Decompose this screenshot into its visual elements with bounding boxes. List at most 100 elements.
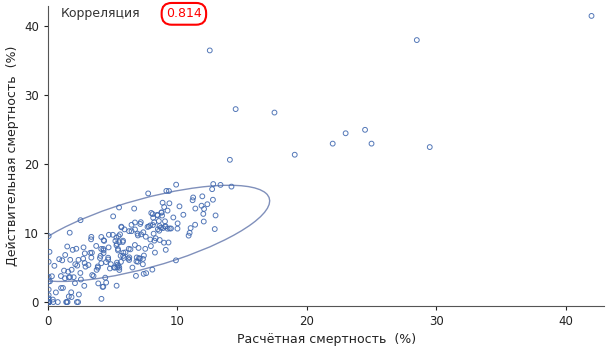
Point: [116, 259, 126, 265]
Point: [115, 267, 124, 273]
Point: [145, 237, 155, 242]
Point: [205, 48, 215, 53]
Point: [60, 252, 70, 258]
Point: [328, 141, 337, 146]
Point: [360, 127, 370, 133]
Point: [199, 219, 209, 224]
Point: [59, 268, 69, 274]
Point: [56, 273, 66, 279]
Point: [64, 294, 74, 299]
Point: [44, 299, 54, 305]
Point: [98, 246, 108, 252]
Point: [153, 226, 163, 232]
Point: [225, 157, 235, 163]
Point: [157, 209, 167, 215]
Point: [112, 265, 122, 270]
Point: [84, 262, 93, 268]
Point: [149, 238, 159, 244]
Point: [44, 299, 54, 305]
Point: [58, 285, 68, 291]
Point: [207, 186, 217, 192]
Point: [70, 262, 80, 267]
Point: [101, 259, 111, 265]
Point: [155, 237, 165, 243]
Point: [71, 246, 81, 252]
Point: [188, 195, 198, 200]
Point: [112, 262, 122, 268]
Point: [44, 293, 54, 298]
Point: [138, 256, 148, 262]
Point: [163, 208, 173, 213]
Point: [56, 285, 66, 291]
Point: [99, 247, 109, 253]
Point: [76, 218, 85, 223]
Point: [44, 299, 54, 305]
Point: [150, 250, 160, 256]
Point: [44, 279, 54, 284]
Point: [66, 289, 76, 295]
Point: [51, 290, 61, 295]
Point: [198, 194, 207, 199]
Point: [159, 204, 169, 210]
Point: [148, 211, 157, 217]
Point: [96, 296, 106, 302]
Point: [87, 234, 96, 240]
Point: [139, 271, 149, 277]
Point: [142, 270, 151, 276]
Text: 0.814: 0.814: [166, 7, 202, 20]
Point: [62, 244, 72, 249]
Point: [44, 274, 54, 280]
Point: [63, 299, 73, 305]
Point: [53, 299, 63, 305]
Point: [134, 245, 143, 251]
Point: [148, 222, 158, 228]
Point: [65, 257, 75, 263]
Point: [179, 212, 188, 218]
Point: [173, 226, 182, 232]
Point: [98, 284, 108, 290]
Point: [160, 223, 170, 229]
Point: [124, 257, 134, 263]
Point: [98, 284, 107, 290]
Point: [45, 278, 55, 284]
Point: [66, 267, 76, 272]
Point: [412, 37, 422, 43]
Point: [48, 299, 58, 305]
Point: [127, 222, 137, 228]
Point: [66, 294, 76, 300]
Point: [123, 256, 133, 261]
Point: [87, 255, 96, 260]
Point: [61, 299, 71, 305]
Point: [148, 215, 158, 221]
Point: [54, 256, 64, 262]
Point: [87, 272, 97, 278]
Point: [155, 223, 165, 229]
Point: [146, 243, 156, 249]
X-axis label: Расчётная смертность  (%): Расчётная смертность (%): [237, 333, 416, 346]
Point: [64, 275, 74, 280]
Point: [158, 225, 168, 231]
Point: [131, 273, 141, 279]
Point: [86, 237, 96, 242]
Point: [140, 246, 150, 252]
Point: [210, 213, 220, 218]
Point: [127, 265, 137, 270]
Point: [114, 205, 124, 210]
Point: [130, 227, 140, 232]
Point: [99, 237, 109, 243]
Point: [135, 256, 145, 262]
Point: [173, 221, 182, 226]
Point: [44, 259, 54, 265]
Point: [145, 222, 155, 228]
Point: [109, 265, 119, 270]
Point: [134, 255, 144, 261]
Point: [158, 200, 168, 206]
Point: [44, 299, 54, 305]
Point: [108, 232, 118, 238]
Point: [199, 206, 209, 212]
Point: [188, 197, 198, 203]
Point: [270, 110, 279, 115]
Point: [47, 274, 57, 279]
Point: [231, 106, 240, 112]
Point: [164, 188, 174, 194]
